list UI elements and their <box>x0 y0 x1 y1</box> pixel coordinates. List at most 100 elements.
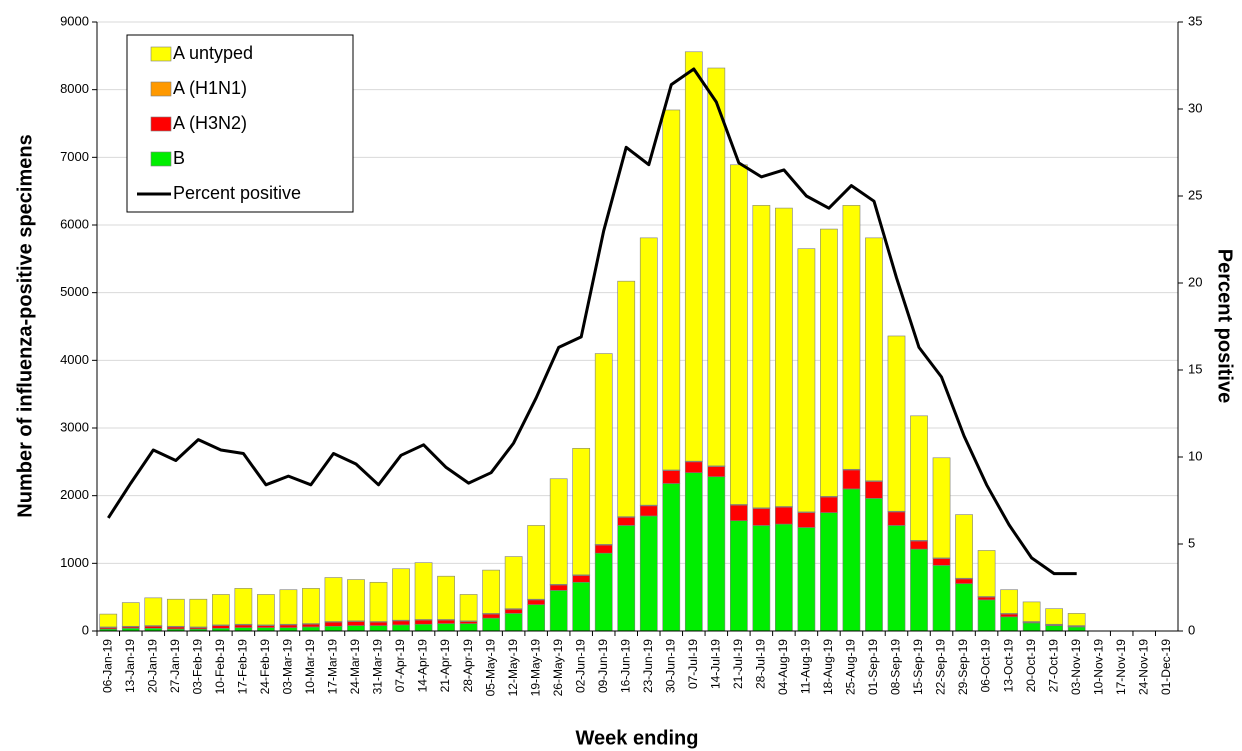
bar-segment <box>1045 608 1063 625</box>
bar-segment <box>414 619 433 625</box>
bar-segment <box>752 205 771 509</box>
bar-segment <box>887 525 906 632</box>
bar-segment <box>662 483 681 632</box>
bar-segment <box>572 575 591 583</box>
y-tick-label: 7000 <box>60 149 89 164</box>
x-tick-label: 26-May-19 <box>551 639 565 697</box>
bar-segment <box>887 335 906 512</box>
bar-segment <box>527 604 546 632</box>
y2-tick-label: 25 <box>1188 187 1202 202</box>
bar-segment <box>414 562 433 620</box>
bar-segment <box>347 621 365 626</box>
legend-label: A untyped <box>173 43 253 63</box>
bar-segment <box>549 478 568 585</box>
bar-segment <box>594 353 613 545</box>
bar-segment <box>662 470 681 484</box>
bar-segment <box>347 579 365 622</box>
y-tick-label: 4000 <box>60 352 89 367</box>
bar-segment <box>324 621 343 627</box>
bar-segment <box>1067 613 1086 626</box>
x-tick-label: 01-Dec-19 <box>1159 639 1173 695</box>
bar-segment <box>392 624 410 632</box>
x-tick-label: 24-Mar-19 <box>348 639 362 695</box>
bar-segment <box>324 625 343 632</box>
bar-segment <box>1000 589 1018 614</box>
x-tick-label: 04-Aug-19 <box>776 639 790 695</box>
bar-segment <box>414 623 433 632</box>
y-tick-label: 0 <box>82 622 89 637</box>
bar-segment <box>932 565 951 632</box>
y2-tick-label: 35 <box>1188 13 1202 28</box>
y2-tick-label: 20 <box>1188 274 1202 289</box>
x-tick-label: 09-Jun-19 <box>596 639 610 693</box>
x-tick-label: 30-Jun-19 <box>663 639 677 693</box>
bar-segment <box>1022 622 1041 632</box>
y-tick-label: 8000 <box>60 81 89 96</box>
bar-segment <box>684 51 703 462</box>
bar-segment <box>684 472 703 632</box>
bar-segment <box>392 620 410 626</box>
y-tick-label: 1000 <box>60 555 89 570</box>
bar-segment <box>437 575 455 620</box>
x-tick-label: 17-Feb-19 <box>236 639 250 695</box>
bar-segment <box>865 237 883 482</box>
x-tick-label: 05-May-19 <box>483 639 497 697</box>
bar-segment <box>279 589 298 625</box>
y-tick-label: 2000 <box>60 487 89 502</box>
bar-segment <box>594 544 613 554</box>
y2-tick-label: 10 <box>1188 448 1202 463</box>
y2-tick-label: 0 <box>1188 622 1195 637</box>
bar-segment <box>820 228 838 497</box>
y-tick-label: 9000 <box>60 13 89 28</box>
bar-segment <box>121 602 140 627</box>
bar-segment <box>166 626 185 630</box>
x-tick-label: 28-Jul-19 <box>754 639 768 689</box>
bar-segment <box>347 625 365 632</box>
bar-segment <box>707 67 726 467</box>
x-tick-label: 22-Sep-19 <box>934 639 948 695</box>
bar-segment <box>369 625 388 632</box>
bar-segment <box>459 621 478 624</box>
x-tick-label: 06-Jan-19 <box>100 639 114 693</box>
legend-swatch <box>150 46 172 62</box>
bar-segment <box>1067 626 1086 632</box>
y2-tick-label: 30 <box>1188 100 1202 115</box>
bar-segment <box>549 590 568 632</box>
bar-segment <box>775 207 793 507</box>
bar-segment <box>797 527 816 632</box>
x-tick-label: 07-Apr-19 <box>393 639 407 693</box>
bar-segment <box>797 512 816 528</box>
bar-segment <box>482 569 500 614</box>
bar-segment <box>910 548 928 632</box>
bar-segment <box>820 512 838 632</box>
x-tick-label: 06-Oct-19 <box>979 639 993 693</box>
bar-segment <box>437 619 455 624</box>
y2-tick-label: 15 <box>1188 361 1202 376</box>
bar-segment <box>842 205 861 470</box>
x-tick-label: 10-Nov-19 <box>1091 639 1105 695</box>
bar-segment <box>617 280 636 517</box>
bar-segment <box>234 627 253 632</box>
bar-segment <box>910 415 928 541</box>
bar-segment <box>189 598 208 628</box>
bar-segment <box>977 550 996 597</box>
x-tick-label: 07-Jul-19 <box>686 639 700 689</box>
bar-segment <box>1022 601 1041 622</box>
bar-segment <box>302 623 320 628</box>
bar-segment <box>234 624 253 628</box>
bar-segment <box>729 164 748 505</box>
bar-segment <box>369 621 388 626</box>
bar-segment <box>842 488 861 632</box>
bar-segment <box>504 556 523 609</box>
y2-axis-title: Percent positive <box>1214 249 1236 404</box>
bar-segment <box>144 625 163 629</box>
bar-segment <box>504 609 523 614</box>
line-series <box>107 67 1077 576</box>
bar-segment <box>977 599 996 632</box>
bar-segment <box>594 552 613 632</box>
bar-segment <box>639 237 658 506</box>
x-tick-label: 24-Nov-19 <box>1136 639 1150 695</box>
bar-segment <box>212 625 230 629</box>
bar-segment <box>977 596 996 601</box>
